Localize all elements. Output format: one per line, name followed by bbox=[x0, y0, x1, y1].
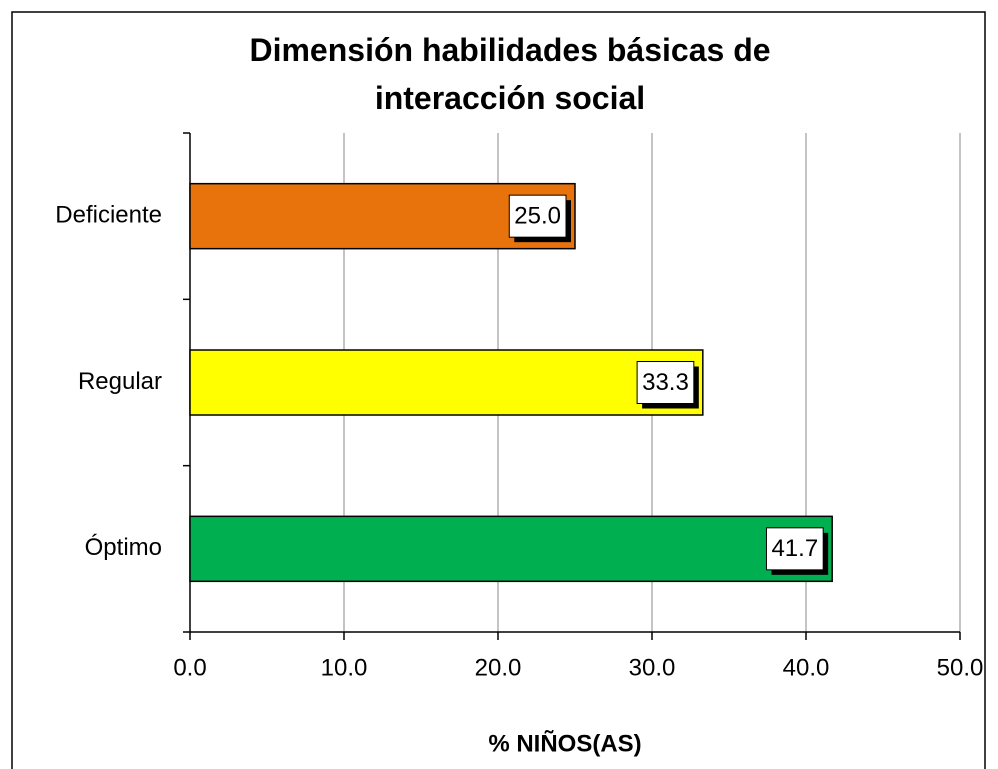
y-tick-label: Deficiente bbox=[55, 202, 162, 229]
x-tick-label: 0.0 bbox=[173, 654, 206, 681]
label-box bbox=[765, 527, 824, 571]
x-axis-title: % NIÑOS(AS) bbox=[488, 729, 641, 757]
chart-title: Dimensión habilidades básicas de interac… bbox=[249, 32, 771, 116]
x-tick-label: 30.0 bbox=[629, 654, 676, 681]
bar bbox=[189, 515, 833, 583]
value-label: 33.3 bbox=[642, 369, 689, 396]
bar bbox=[189, 349, 704, 416]
label-box bbox=[636, 361, 695, 404]
x-tick-label: 20.0 bbox=[475, 654, 522, 681]
label-box bbox=[508, 194, 567, 238]
value-label: 41.7 bbox=[771, 535, 818, 562]
x-tick-label: 10.0 bbox=[321, 654, 368, 681]
y-tick-label: Regular bbox=[78, 368, 162, 395]
x-tick-label: 50.0 bbox=[937, 654, 984, 681]
value-label: 25.0 bbox=[514, 203, 561, 230]
y-tick-label: Óptimo bbox=[85, 534, 162, 561]
x-tick-label: 40.0 bbox=[783, 654, 830, 681]
